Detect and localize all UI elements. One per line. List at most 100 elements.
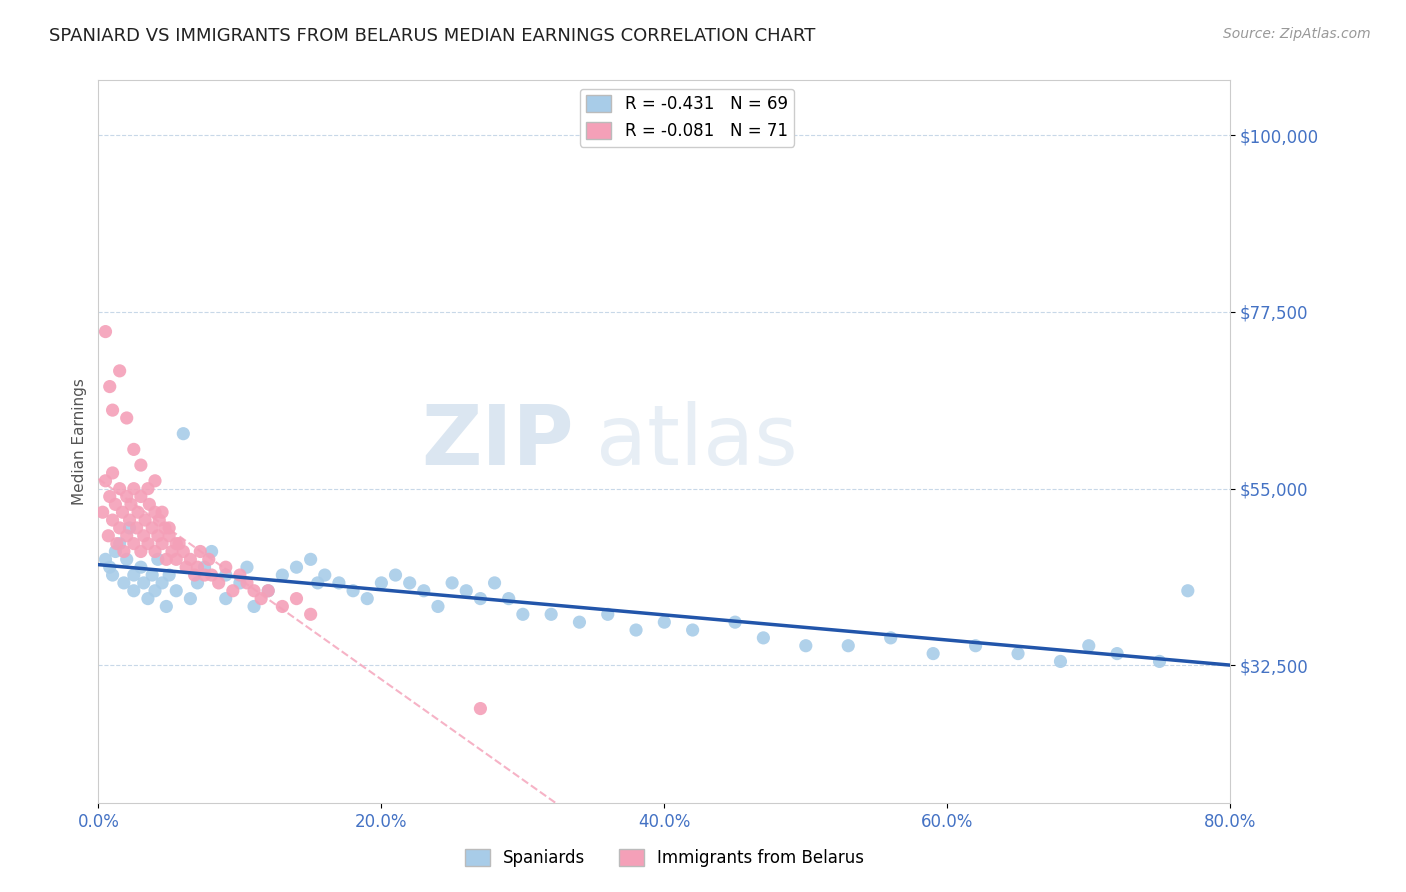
Point (165, 536, 187, 550)
Point (215, 591, 238, 606)
Point (101, 513, 124, 527)
Point (160, 544, 183, 558)
Point (122, 536, 145, 550)
Point (880, 631, 903, 645)
Point (136, 591, 159, 606)
Point (141, 521, 163, 535)
Point (111, 505, 134, 519)
Point (724, 615, 747, 630)
Point (132, 575, 155, 590)
Point (94, 474, 117, 488)
Point (141, 568, 163, 582)
Point (299, 607, 322, 622)
Point (101, 466, 124, 480)
Point (143, 505, 166, 519)
Point (148, 513, 170, 527)
Point (1007, 647, 1029, 661)
Point (146, 529, 169, 543)
Point (243, 599, 266, 614)
Point (101, 568, 124, 582)
Point (498, 591, 520, 606)
Point (104, 544, 127, 558)
Point (129, 490, 152, 504)
Point (94, 325, 117, 339)
Point (837, 639, 859, 653)
Point (271, 599, 294, 614)
Point (167, 536, 190, 550)
Point (307, 575, 329, 590)
Point (165, 552, 187, 566)
Point (108, 482, 131, 496)
Point (540, 607, 562, 622)
Point (91, 505, 114, 519)
Point (370, 575, 392, 590)
Point (186, 575, 208, 590)
Point (108, 364, 131, 378)
Point (250, 591, 273, 606)
Point (652, 615, 676, 630)
Point (146, 552, 169, 566)
Point (183, 568, 205, 582)
Point (104, 497, 127, 511)
Point (143, 474, 166, 488)
Y-axis label: Median Earnings: Median Earnings (72, 378, 87, 505)
Point (157, 529, 180, 543)
Point (208, 575, 231, 590)
Point (193, 560, 215, 574)
Point (115, 552, 138, 566)
Point (98, 490, 121, 504)
Point (484, 575, 506, 590)
Point (122, 568, 145, 582)
Point (129, 544, 152, 558)
Point (682, 623, 704, 637)
Point (94, 552, 117, 566)
Point (965, 639, 987, 653)
Point (143, 544, 166, 558)
Point (229, 568, 252, 582)
Point (215, 560, 238, 574)
Point (624, 623, 647, 637)
Point (257, 583, 280, 598)
Point (138, 497, 160, 511)
Point (236, 560, 259, 574)
Point (314, 568, 336, 582)
Point (165, 583, 187, 598)
Point (236, 575, 259, 590)
Text: ZIP: ZIP (422, 401, 574, 482)
Point (384, 568, 406, 582)
Point (143, 583, 166, 598)
Point (105, 536, 128, 550)
Point (197, 552, 219, 566)
Point (97, 529, 120, 543)
Point (157, 521, 180, 535)
Text: Source: ZipAtlas.com: Source: ZipAtlas.com (1223, 27, 1371, 41)
Point (188, 544, 211, 558)
Legend: Spaniards, Immigrants from Belarus: Spaniards, Immigrants from Belarus (458, 842, 870, 874)
Text: atlas: atlas (596, 401, 799, 482)
Point (157, 568, 180, 582)
Point (108, 536, 131, 550)
Point (122, 583, 145, 598)
Point (129, 560, 152, 574)
Text: SPANIARD VS IMMIGRANTS FROM BELARUS MEDIAN EARNINGS CORRELATION CHART: SPANIARD VS IMMIGRANTS FROM BELARUS MEDI… (49, 27, 815, 45)
Point (1177, 583, 1199, 598)
Point (299, 552, 322, 566)
Point (243, 583, 266, 598)
Point (752, 631, 775, 645)
Point (201, 544, 224, 558)
Point (215, 568, 238, 582)
Point (1149, 655, 1171, 669)
Point (271, 568, 294, 582)
Point (153, 521, 176, 535)
Point (172, 426, 194, 441)
Point (132, 529, 155, 543)
Point (356, 591, 378, 606)
Point (115, 490, 138, 504)
Point (285, 560, 308, 574)
Point (120, 497, 142, 511)
Point (174, 560, 197, 574)
Point (201, 568, 224, 582)
Point (98, 560, 121, 574)
Point (186, 560, 208, 574)
Point (108, 521, 131, 535)
